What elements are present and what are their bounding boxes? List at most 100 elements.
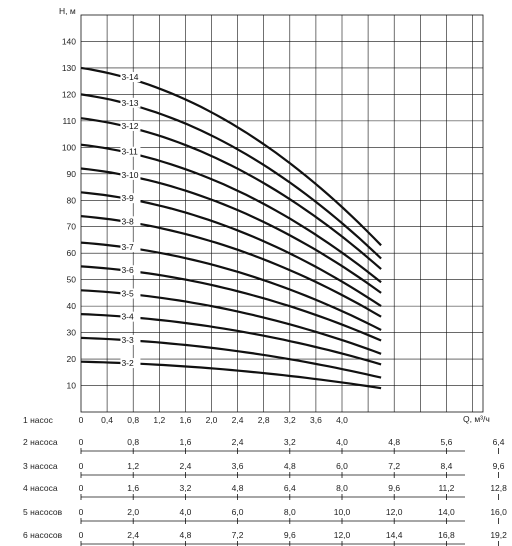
y-tick-labels: 10 20 30 40 50 60 70 80 90 100 110 120 130 140 [62, 36, 76, 390]
scale-tick-label: 4,8 [284, 461, 296, 471]
scale-tick-label: 11,2 [438, 483, 454, 493]
y-tick-label: 80 [67, 195, 77, 205]
y-tick-label: 30 [67, 328, 77, 338]
scale-tick-label: 3,6 [310, 415, 322, 425]
y-tick-label: 100 [62, 142, 76, 152]
curve-label: 3-5 [121, 289, 134, 299]
scale-tick-label: 3,6 [232, 461, 244, 471]
curve-label: 3-4 [121, 312, 134, 322]
scale-tick-label: 0,8 [127, 415, 139, 425]
scale-tick-label: 4,0 [179, 507, 191, 517]
scale-tick-label: 2,0 [206, 415, 218, 425]
curve-label-bg [120, 288, 141, 299]
scale-tick-label: 8,0 [336, 483, 348, 493]
curve-label-bg [120, 146, 141, 157]
y-tick-label: 50 [67, 275, 77, 285]
y-tick-label: 40 [67, 301, 77, 311]
curve-label-bg [120, 358, 141, 369]
y-tick-label: 140 [62, 36, 76, 46]
plot-frame [80, 14, 484, 413]
scale-tick-label: 0 [79, 507, 84, 517]
curve-label-bg [120, 265, 141, 276]
scale-tick-label: 9,6 [284, 530, 296, 540]
scale-tick-label: 7,2 [388, 461, 400, 471]
y-tick-label: 90 [67, 169, 77, 179]
y-tick-label: 10 [67, 381, 77, 391]
scale-tick-label: 16,0 [490, 507, 507, 517]
curve-labels: 3-14 3-13 3-12 3-11 3-10 3-9 3-8 3-7 3-6 3-5 3-4 3-… [120, 72, 141, 369]
curve-label: 3-14 [121, 72, 138, 82]
scale-label: 2 насоса [23, 437, 58, 447]
scale-label: 6 насосов [23, 530, 63, 540]
scale-tick-label: 0 [79, 461, 84, 471]
scale-tick-label: 12,8 [490, 483, 507, 493]
curve-label: 3-9 [121, 193, 134, 203]
y-tick-label: 20 [67, 354, 77, 364]
curve-label: 3-8 [121, 216, 134, 226]
scale-tick-label: 3,2 [179, 483, 191, 493]
scale-tick-label: 0,4 [101, 415, 113, 425]
scale-tick-label: 9,6 [493, 461, 505, 471]
scale-tick-label: 0 [79, 483, 84, 493]
scale-label: 1 насос [23, 415, 54, 425]
scale-tick-label: 3,2 [284, 437, 296, 447]
scale-tick-label: 1,2 [127, 461, 139, 471]
scale-tick-label: 14,0 [438, 507, 455, 517]
scale-tick-label: 7,2 [232, 530, 244, 540]
curve-label: 3-2 [121, 358, 134, 368]
scale-tick-label: 12,0 [334, 530, 351, 540]
y-axis-label: H, м [59, 6, 76, 16]
scale-tick-label: 0 [79, 530, 84, 540]
scale-tick-label: 2,8 [258, 415, 270, 425]
x-axis-label: Q, м³/ч [463, 414, 490, 424]
curve-label: 3-13 [121, 98, 138, 108]
scale-tick-label: 8,4 [440, 461, 452, 471]
scale-tick-label: 2,4 [232, 415, 244, 425]
scale-tick-label: 1,6 [179, 437, 191, 447]
scale-label: 3 насоса [23, 461, 58, 471]
scale-tick-label: 2,4 [127, 530, 139, 540]
scale-tick-label: 9,6 [388, 483, 400, 493]
scale-tick-label: 12,0 [386, 507, 403, 517]
curve-label-bg [120, 120, 141, 131]
curve-label: 3-6 [121, 265, 134, 275]
flow-scales: 1 насос 0 0,4 0,8 1,2 1,6 2,0 2,4 2,8 3,2 3,6 4,0 2 … [23, 415, 507, 546]
scale-tick-label: 14,4 [386, 530, 403, 540]
curve-label: 3-7 [121, 242, 134, 252]
scale-tick-label: 1,2 [153, 415, 165, 425]
curve-label: 3-10 [121, 170, 138, 180]
scale-tick-label: 6,4 [493, 437, 505, 447]
y-tick-label: 70 [67, 222, 77, 232]
curve-label-bg [120, 242, 141, 253]
curve-label-bg [120, 334, 141, 345]
curve-label-bg [120, 193, 141, 204]
curve-label-bg [120, 216, 141, 227]
scale-tick-label: 0,8 [127, 437, 139, 447]
scale-tick-label: 4,8 [232, 483, 244, 493]
scale-tick-label: 19,2 [490, 530, 507, 540]
scale-tick-label: 6,0 [232, 507, 244, 517]
scale-tick-label: 4,0 [336, 437, 348, 447]
scale-tick-label: 5,6 [440, 437, 452, 447]
curve-label: 3-11 [121, 147, 138, 157]
scale-tick-label: 4,8 [179, 530, 191, 540]
scale-tick-label: 2,4 [232, 437, 244, 447]
y-tick-label: 60 [67, 248, 77, 258]
scale-tick-label: 2,4 [179, 461, 191, 471]
curve-label: 3-12 [121, 121, 138, 131]
scale-tick-label: 4,0 [336, 415, 348, 425]
curve-label-bg [120, 311, 141, 322]
scale-tick-label: 3,2 [284, 415, 296, 425]
curve-label-bg [120, 97, 141, 108]
scale-tick-label: 16,8 [438, 530, 455, 540]
scale-tick-label: 4,8 [388, 437, 400, 447]
scale-tick-label: 0 [79, 437, 84, 447]
scale-tick-label: 8,0 [284, 507, 296, 517]
scale-label: 4 насоса [23, 483, 58, 493]
y-tick-label: 110 [62, 116, 76, 126]
scale-tick-label: 2,0 [127, 507, 139, 517]
y-tick-label: 130 [62, 63, 76, 73]
scale-tick-label: 1,6 [127, 483, 139, 493]
scale-tick-label: 10,0 [334, 507, 351, 517]
